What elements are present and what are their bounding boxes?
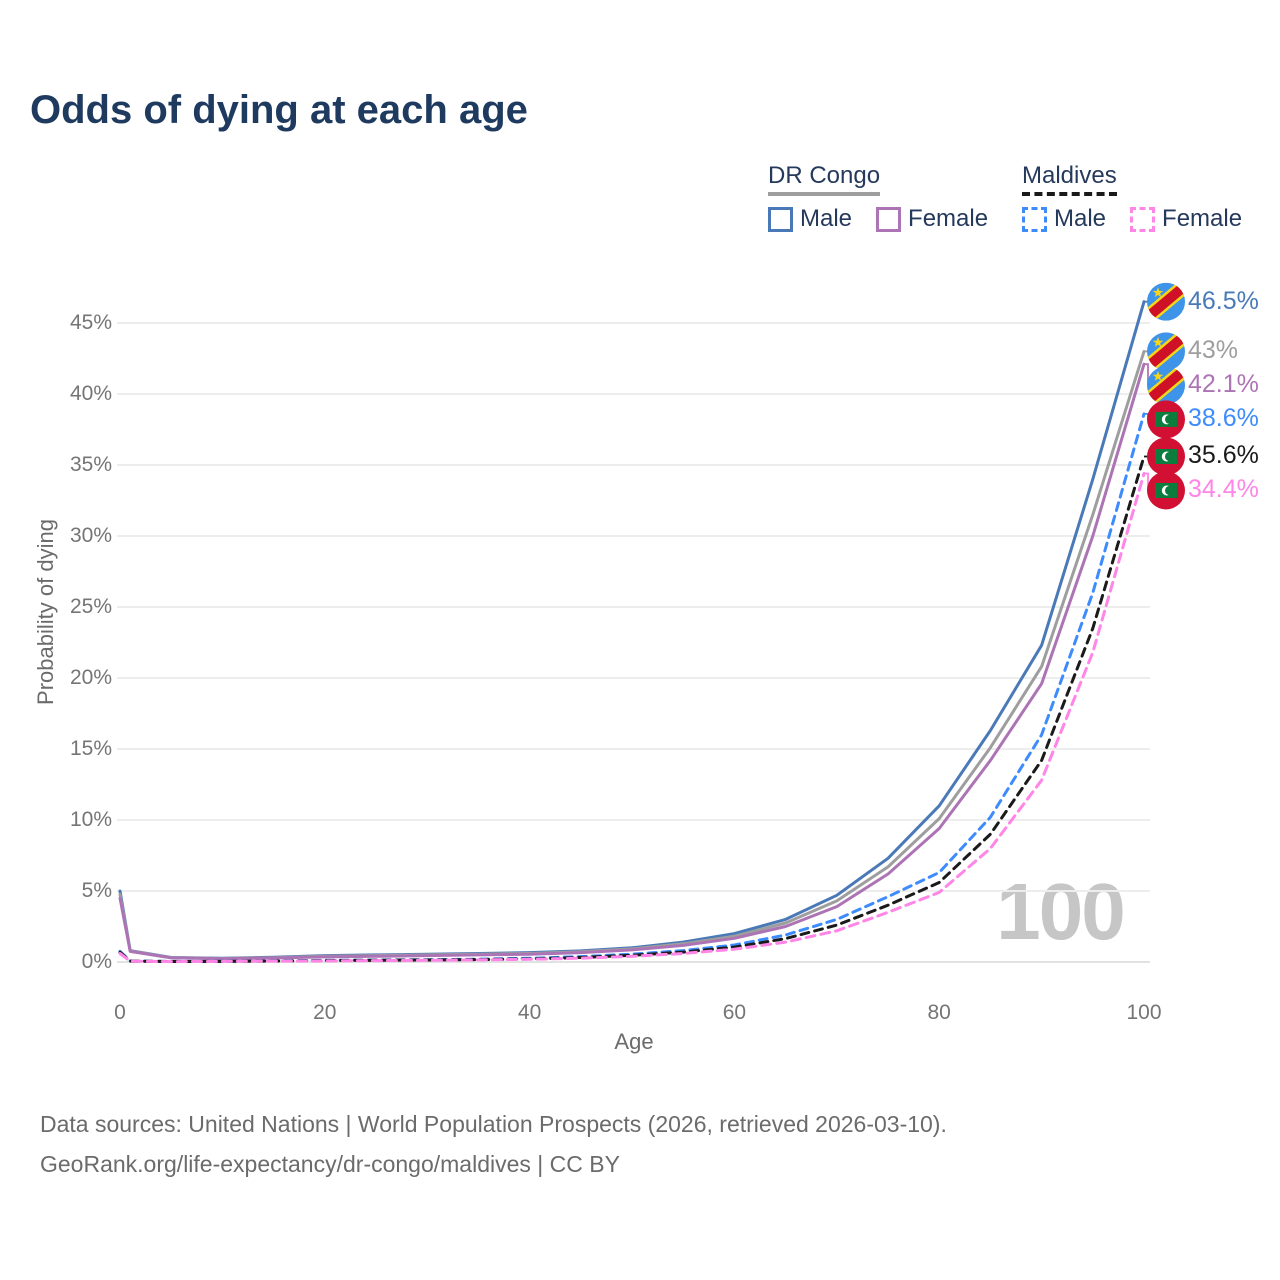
y-tick-label: 30%: [69, 524, 112, 547]
series-line-maldives-male[interactable]: [118, 412, 1146, 963]
end-value-label-maldives-both: 35.6%: [1188, 441, 1259, 470]
series-line-dr-congo-both[interactable]: [118, 349, 1146, 960]
legend-item-maldives-female[interactable]: Female: [1130, 205, 1242, 233]
series-line-maldives-female[interactable]: [118, 472, 1146, 964]
end-value-label-maldives-female: 34.4%: [1188, 475, 1259, 504]
y-tick-label: 0%: [81, 950, 112, 973]
y-tick-label: 25%: [69, 595, 112, 618]
legend-title-maldives: Maldives: [1022, 162, 1117, 197]
end-value-label-dr-congo-female: 42.1%: [1188, 370, 1259, 399]
hover-age-watermark: 100: [996, 867, 1125, 956]
flag-maldives-icon: [1147, 437, 1185, 476]
x-tick-label: 0: [114, 1001, 126, 1024]
end-value-label-dr-congo-male: 46.5%: [1188, 286, 1259, 315]
legend-label: Male: [1054, 205, 1107, 233]
legend-item-drcongo-male[interactable]: Male: [768, 205, 852, 233]
y-tick-label: 5%: [81, 879, 112, 902]
legend-swatch-dashed-pink: [1130, 206, 1156, 232]
end-value-label-dr-congo-both: 43%: [1188, 336, 1239, 365]
series-line-dr-congo-male[interactable]: [118, 300, 1146, 960]
y-tick-label: 40%: [69, 382, 112, 405]
footer-attribution-line: GeoRank.org/life-expectancy/dr-congo/mal…: [40, 1151, 620, 1178]
legend-group-maldives: Maldives Male Female: [1022, 162, 1242, 233]
legend-label: Female: [1162, 205, 1243, 233]
footer: Data sources: United Nations | World Pop…: [40, 1104, 947, 1185]
page-title: Odds of dying at each age: [30, 88, 528, 132]
y-tick-label: 45%: [69, 311, 112, 334]
legend-item-maldives-male[interactable]: Male: [1022, 205, 1106, 233]
x-tick-label: 20: [313, 1001, 337, 1024]
series-line-maldives-both[interactable]: [118, 455, 1146, 963]
legend-item-drcongo-female[interactable]: Female: [876, 205, 988, 233]
x-tick-label: 60: [722, 1001, 747, 1024]
legend-group-dr-congo: DR Congo Male Female: [768, 162, 988, 233]
flag-maldives-icon: [1147, 471, 1185, 510]
x-axis-title: Age: [614, 1029, 654, 1054]
legend-swatch-dashed-blue: [1022, 206, 1047, 232]
x-tick-label: 80: [927, 1001, 951, 1024]
series-line-dr-congo-female[interactable]: [118, 362, 1146, 961]
flag-maldives-icon: [1147, 400, 1185, 439]
legend-title-dr-congo: DR Congo: [768, 162, 881, 197]
legend-label: Male: [800, 205, 853, 233]
x-tick-label: 100: [1126, 1001, 1162, 1024]
footer-sources-line: Data sources: United Nations | World Pop…: [40, 1111, 947, 1137]
y-tick-label: 10%: [69, 808, 112, 831]
x-tick-label: 40: [517, 1001, 542, 1024]
y-tick-label: 20%: [69, 666, 112, 689]
legend-swatch-solid-blue: [768, 206, 793, 232]
legend-label: Female: [908, 205, 989, 233]
y-tick-label: 35%: [69, 453, 112, 476]
legend-swatch-solid-purple: [876, 206, 902, 232]
end-value-label-maldives-male: 38.6%: [1188, 404, 1259, 433]
y-tick-label: 15%: [69, 737, 112, 760]
